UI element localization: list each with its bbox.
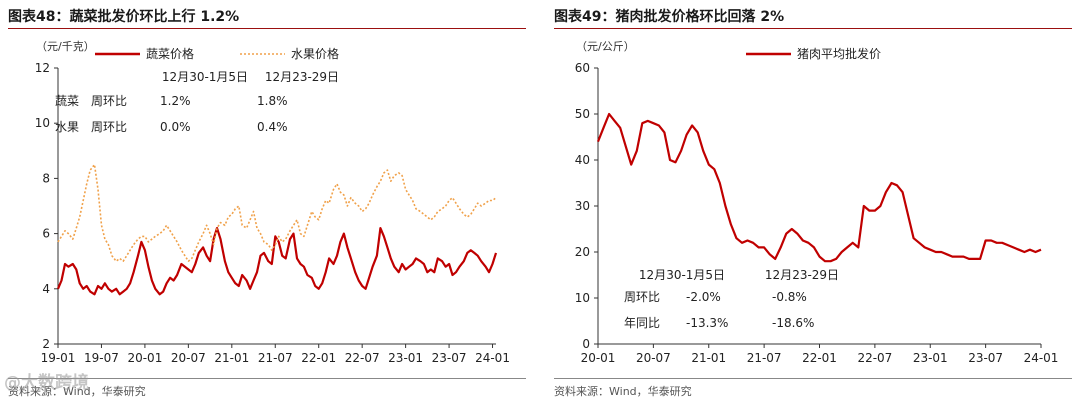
y-tick-label: 60 — [575, 61, 590, 75]
table-row-label: 年同比 — [624, 316, 660, 330]
x-tick-label: 22-01 — [802, 351, 837, 365]
table-cell: -2.0% — [686, 290, 721, 304]
x-tick-label: 20-07 — [636, 351, 671, 365]
table-row-label: 蔬菜 周环比 — [55, 94, 127, 108]
source-rule — [554, 378, 1072, 379]
title-rule — [8, 28, 526, 29]
y-axis-unit: （元/千克） — [36, 40, 95, 53]
chart-title: 图表49：猪肉批发价格环比回落 2% — [554, 9, 785, 25]
x-tick-label: 21-07 — [258, 351, 293, 365]
table-cell: -13.3% — [686, 316, 728, 330]
table-cell: 1.8% — [257, 94, 288, 108]
source-rule — [8, 378, 526, 379]
table-header: 12月23-29日 — [265, 70, 339, 84]
x-tick-label: 23-01 — [388, 351, 423, 365]
legend-label-0: 猪肉平均批发价 — [797, 46, 881, 61]
table-row-label: 周环比 — [624, 290, 660, 304]
x-tick-label: 19-07 — [84, 351, 119, 365]
table-cell: -18.6% — [772, 316, 814, 330]
y-tick-label: 40 — [575, 153, 590, 167]
watermark: @大数跨境 — [4, 373, 89, 393]
y-tick-label: 6 — [42, 227, 50, 241]
y-tick-label: 10 — [575, 291, 590, 305]
legend-label-1: 水果价格 — [291, 46, 339, 61]
y-tick-label: 2 — [42, 337, 50, 351]
x-tick-label: 19-01 — [41, 351, 76, 365]
y-tick-label: 8 — [42, 171, 50, 185]
table-cell: 1.2% — [160, 94, 191, 108]
x-tick-label: 22-01 — [301, 351, 336, 365]
legend-label-0: 蔬菜价格 — [146, 46, 194, 61]
series-line-1 — [57, 163, 497, 262]
table-cell: 0.4% — [257, 120, 288, 134]
title-rule — [554, 28, 1072, 29]
x-tick-label: 22-07 — [857, 351, 892, 365]
pork-price-chart: （元/公斤） 0 10 20 30 40 50 60 20-01 20-07 21-01 21-07 2… — [575, 40, 1059, 365]
table-cell: -0.8% — [772, 290, 807, 304]
x-tick-label: 20-07 — [171, 351, 206, 365]
table-header: 12月30-1月5日 — [162, 70, 248, 84]
vegetable-fruit-price-chart: （元/千克） 2 4 6 8 10 12 19-01 19-07 20-01 20-07 21-01 2… — [35, 40, 510, 365]
x-tick-label: 23-01 — [913, 351, 948, 365]
x-tick-label: 20-01 — [127, 351, 162, 365]
chart-panel-pork: 图表49：猪肉批发价格环比回落 2% （元/公斤） 0 10 20 30 40 50 60 20… — [546, 0, 1076, 406]
x-tick-label: 21-01 — [691, 351, 726, 365]
x-tick-label: 23-07 — [968, 351, 1003, 365]
source-note: 资料来源：Wind，华泰研究 — [554, 385, 692, 398]
y-tick-label: 0 — [582, 337, 590, 351]
y-tick-label: 50 — [575, 107, 590, 121]
series-line-0 — [596, 112, 1042, 263]
table-header: 12月23-29日 — [765, 268, 839, 282]
chart-panel-vegetable-fruit: 图表48：蔬菜批发价环比上行 1.2% （元/千克） 2 4 6 8 10 12 19-01 1… — [0, 0, 530, 406]
x-tick-label: 24-01 — [475, 351, 510, 365]
table-header: 12月30-1月5日 — [639, 268, 725, 282]
y-tick-label: 20 — [575, 245, 590, 259]
table-row-label: 水果 周环比 — [55, 120, 127, 134]
x-tick-label: 21-07 — [747, 351, 782, 365]
y-tick-label: 4 — [42, 282, 50, 296]
source-note: 资料来源：Wind，华泰研究 — [8, 385, 146, 398]
y-tick-label: 10 — [35, 116, 50, 130]
x-tick-label: 23-07 — [432, 351, 467, 365]
x-tick-label: 21-01 — [214, 351, 249, 365]
x-tick-label: 22-07 — [345, 351, 380, 365]
x-tick-label: 20-01 — [581, 351, 616, 365]
table-cell: 0.0% — [160, 120, 191, 134]
y-tick-label: 12 — [35, 61, 50, 75]
chart-title: 图表48：蔬菜批发价环比上行 1.2% — [8, 9, 240, 25]
x-tick-label: 24-01 — [1024, 351, 1059, 365]
y-tick-label: 30 — [575, 199, 590, 213]
y-axis-unit: （元/公斤） — [576, 40, 635, 53]
